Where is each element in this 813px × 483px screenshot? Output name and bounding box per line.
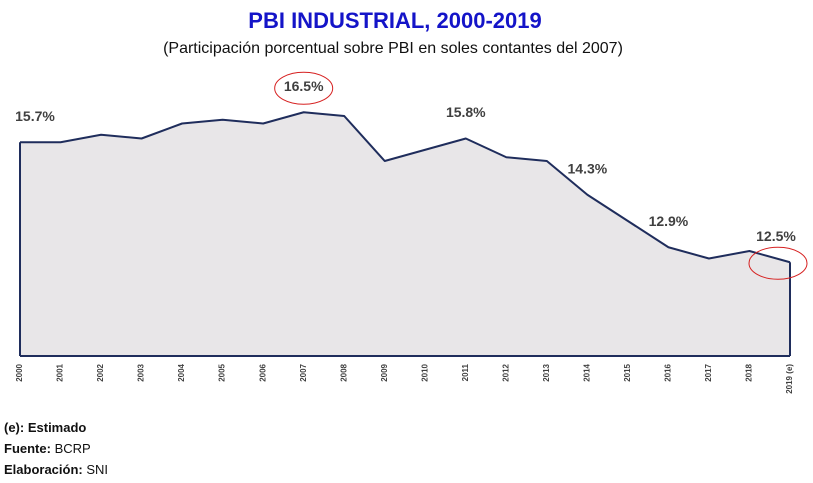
note-label: (e): bbox=[4, 420, 24, 435]
x-tick-label: 2013 bbox=[542, 363, 551, 381]
note-text: BCRP bbox=[55, 441, 91, 456]
x-tick-label: 2017 bbox=[704, 363, 713, 381]
highlight-circle bbox=[274, 71, 334, 105]
x-tick-label: 2018 bbox=[745, 363, 754, 381]
x-tick-label: 2004 bbox=[177, 363, 186, 381]
x-tick-label: 2015 bbox=[623, 363, 632, 381]
value-label: 14.3% bbox=[568, 160, 608, 176]
value-label: 12.5% bbox=[756, 228, 796, 244]
note: Fuente: BCRP bbox=[4, 441, 91, 456]
value-label: 16.5% bbox=[284, 78, 324, 94]
x-tick-label: 2011 bbox=[461, 363, 470, 381]
x-tick-label: 2014 bbox=[582, 363, 591, 381]
note: (e): Estimado bbox=[4, 420, 86, 435]
x-tick-label: 2016 bbox=[664, 363, 673, 381]
x-tick-label: 2001 bbox=[56, 363, 65, 381]
note-text: Estimado bbox=[28, 420, 87, 435]
x-tick-label: 2012 bbox=[501, 363, 510, 381]
value-label: 15.7% bbox=[15, 108, 55, 124]
x-tick-label: 2000 bbox=[15, 363, 24, 381]
note-text: SNI bbox=[86, 462, 108, 477]
x-tick-label: 2005 bbox=[218, 363, 227, 381]
x-tick-label: 2010 bbox=[420, 363, 429, 381]
highlight-circle bbox=[748, 246, 808, 280]
x-tick-label: 2007 bbox=[299, 363, 308, 381]
chart-title: PBI INDUSTRIAL, 2000-2019 bbox=[248, 8, 541, 33]
value-label: 15.8% bbox=[446, 104, 486, 120]
note: Elaboración: SNI bbox=[4, 462, 108, 477]
area bbox=[20, 112, 790, 356]
x-tick-label: 2003 bbox=[137, 363, 146, 381]
x-tick-label: 2006 bbox=[258, 363, 267, 381]
x-tick-label: 2002 bbox=[96, 363, 105, 381]
chart-subtitle: (Participación porcentual sobre PBI en s… bbox=[163, 40, 623, 57]
note-label: Fuente: bbox=[4, 441, 51, 456]
note-label: Elaboración: bbox=[4, 462, 83, 477]
line bbox=[20, 111, 791, 264]
x-tick-label: 2008 bbox=[339, 363, 348, 381]
x-tick-label: 2009 bbox=[380, 363, 389, 381]
x-tick-label: 2019 (e) bbox=[785, 364, 794, 394]
value-label: 12.9% bbox=[649, 213, 689, 229]
